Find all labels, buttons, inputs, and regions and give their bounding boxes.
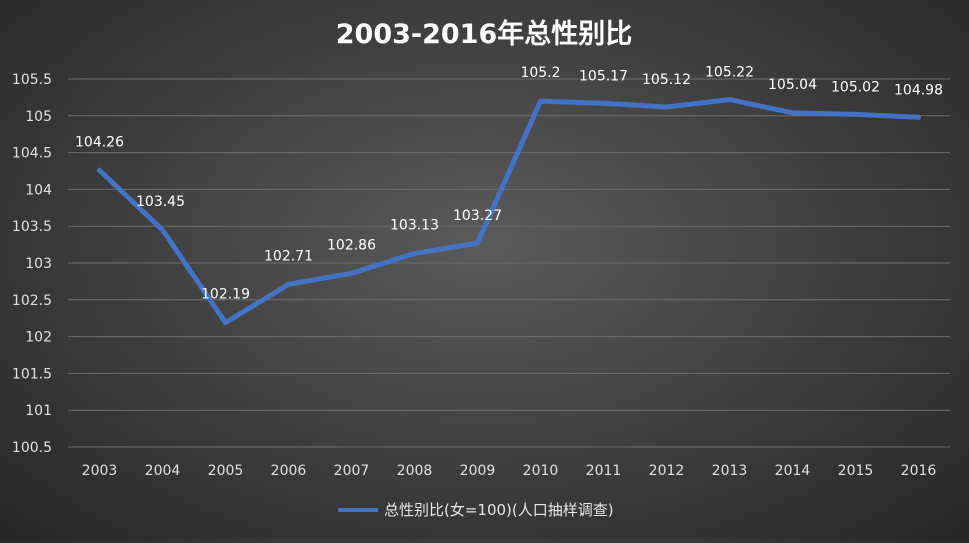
y-tick-label: 100.5 [12, 440, 52, 456]
data-label: 105.04 [768, 77, 817, 93]
y-tick-label: 101 [25, 403, 52, 419]
data-point [286, 281, 291, 287]
y-tick-label: 105.5 [12, 72, 52, 88]
grid-lines [68, 78, 950, 448]
data-point [601, 100, 606, 106]
legend-label: 总性别比(女=100)(人口抽样调查) [384, 501, 614, 519]
data-point [790, 110, 795, 116]
y-tick-label: 102.5 [12, 293, 52, 309]
data-point [727, 97, 732, 103]
data-point [412, 250, 417, 256]
data-label: 105.22 [705, 65, 754, 81]
data-label: 105.02 [831, 79, 880, 95]
x-tick-label: 2004 [145, 463, 181, 479]
series-layer [97, 97, 921, 326]
data-point [916, 114, 921, 120]
data-labels: 104.26 103.45 102.19 102.71 102.86 103.13 103.… [75, 65, 943, 303]
data-point [223, 320, 228, 326]
x-tick-label: 2003 [82, 463, 118, 479]
data-label: 103.27 [453, 208, 502, 224]
data-point [349, 270, 354, 276]
data-point [160, 227, 165, 233]
x-axis: 2003 2004 2005 2006 2007 2008 2009 2010 2011 2012… [82, 463, 937, 479]
y-tick-label: 102 [25, 330, 52, 346]
data-label: 105.12 [642, 72, 691, 88]
x-tick-label: 2010 [523, 463, 559, 479]
data-label: 105.17 [579, 68, 628, 84]
x-tick-label: 2012 [649, 463, 685, 479]
series-line [97, 97, 921, 326]
data-label: 102.19 [201, 287, 250, 303]
data-point [97, 167, 102, 173]
data-label: 103.13 [390, 217, 439, 233]
y-tick-label: 104.5 [12, 146, 52, 162]
data-point [664, 104, 669, 110]
data-label: 104.98 [894, 82, 943, 98]
x-tick-label: 2011 [586, 463, 622, 479]
legend: 总性别比(女=100)(人口抽样调查) [338, 501, 614, 519]
data-label: 103.45 [136, 194, 185, 210]
data-point [538, 98, 543, 104]
y-axis: 100.5 101 101.5 102 102.5 103 103.5 104 104.5 105… [12, 72, 52, 456]
data-label: 105.2 [520, 65, 560, 81]
x-tick-label: 2013 [712, 463, 748, 479]
x-tick-label: 2016 [901, 463, 937, 479]
data-label: 104.26 [75, 134, 124, 150]
x-tick-label: 2008 [397, 463, 433, 479]
y-tick-label: 104 [25, 182, 52, 198]
x-tick-label: 2007 [334, 463, 370, 479]
data-label: 102.71 [264, 248, 313, 264]
data-label: 102.86 [327, 237, 376, 253]
x-tick-label: 2015 [838, 463, 874, 479]
x-tick-label: 2006 [271, 463, 307, 479]
data-point [853, 111, 858, 117]
x-tick-label: 2009 [460, 463, 496, 479]
y-tick-label: 103 [25, 256, 52, 272]
y-tick-label: 103.5 [12, 219, 52, 235]
x-tick-label: 2005 [208, 463, 244, 479]
chart-title: 2003-2016年总性别比 [336, 18, 633, 50]
y-tick-label: 101.5 [12, 366, 52, 382]
data-point [475, 240, 480, 246]
x-tick-label: 2014 [775, 463, 811, 479]
y-tick-label: 105 [25, 109, 52, 125]
